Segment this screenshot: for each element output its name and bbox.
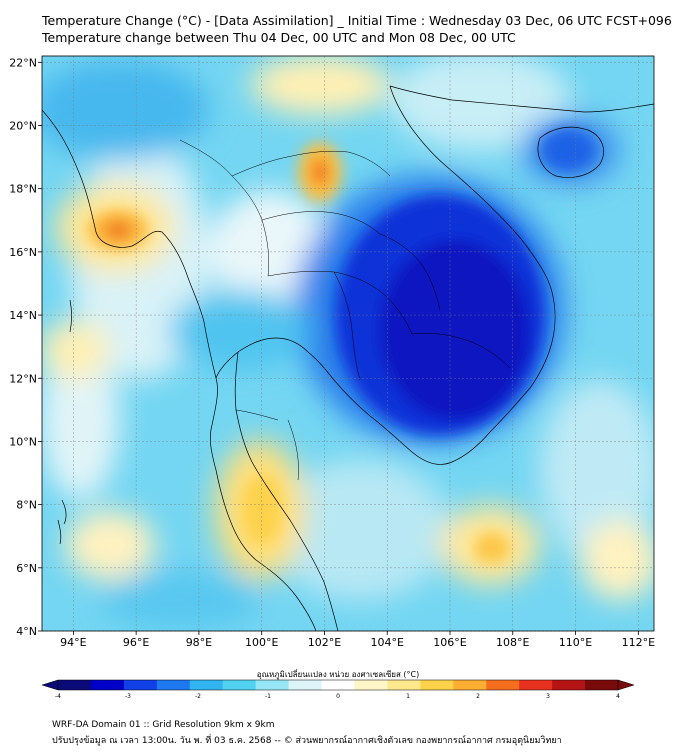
colorbar-tick-label: 2: [476, 693, 480, 700]
y-tick-label: 22°N: [9, 56, 37, 69]
colorbar-segment: [222, 680, 257, 690]
coastlines: [42, 85, 654, 631]
colorbar-tick-label: -4: [55, 693, 61, 700]
heatmap-field: [42, 56, 654, 631]
colorbar-segment: [519, 680, 553, 690]
colorbar-segment: [58, 680, 92, 690]
colorbar-segment: [189, 680, 224, 690]
y-tick-label: 20°N: [9, 120, 37, 133]
colorbar-max-arrow: [617, 679, 635, 691]
colorbar-segment: [288, 680, 323, 690]
colorbar: -4 -3 -2 -1 0 1 2 3 4: [41, 679, 635, 700]
x-tick-label: 102°E: [308, 636, 341, 649]
colorbar-segment: [552, 680, 586, 690]
y-tick-label: 18°N: [9, 183, 37, 196]
colorbar-segment: [156, 680, 191, 690]
chart-title: Temperature Change (°C) - [Data Assimila…: [42, 13, 672, 28]
colorbar-tick-label: 1: [406, 693, 410, 700]
colorbar-tick-label: 4: [616, 693, 620, 700]
colorbar-segment: [123, 680, 158, 690]
colorbar-segment: [486, 680, 520, 690]
x-tick-label: 106°E: [433, 636, 466, 649]
colorbar-tick-label: -3: [125, 693, 131, 700]
colorbar-min-arrow: [41, 679, 59, 691]
colorbar-segment: [354, 680, 388, 690]
x-tick-label: 104°E: [371, 636, 404, 649]
colorbar-tick-label: 3: [546, 693, 550, 700]
map-frame: [41, 55, 655, 632]
colorbar-segment: [321, 680, 355, 690]
y-tick-label: 14°N: [9, 309, 37, 322]
colorbar-segment: [420, 680, 454, 690]
y-tick-label: 16°N: [9, 246, 37, 259]
x-tick-label: 96°E: [123, 636, 149, 649]
colorbar-segment: [255, 680, 290, 690]
colorbar-segment: [585, 680, 619, 690]
colorbar-segment: [453, 680, 487, 690]
y-tick-label: 4°N: [16, 625, 37, 638]
x-tick-label: 98°E: [186, 636, 212, 649]
footer-model-info: WRF-DA Domain 01 :: Grid Resolution 9km …: [52, 720, 275, 730]
colorbar-segment: [387, 680, 421, 690]
colorbar-segment: [90, 680, 125, 690]
colorbar-frame: [57, 679, 619, 691]
colorbar-tick-label: 0: [336, 693, 340, 700]
admin-borders: [179, 139, 511, 481]
x-tick-label: 100°E: [245, 636, 278, 649]
x-tick-label: 94°E: [60, 636, 86, 649]
y-tick-label: 8°N: [16, 499, 37, 512]
y-tick-label: 6°N: [16, 562, 37, 575]
colorbar-label: อุณหภูมิเปลี่ยนแปลง หน่วย องศาเซลเซียส (…: [256, 670, 420, 679]
x-tick-label: 112°E: [622, 636, 655, 649]
footer-credit: ปรับปรุงข้อมูล ณ เวลา 13:00น. วัน พ. ที่…: [52, 736, 562, 746]
colorbar-tick-label: -1: [265, 693, 271, 700]
y-tick-label: 12°N: [9, 372, 37, 385]
y-tick-label: 10°N: [9, 435, 37, 448]
chart-subtitle: Temperature change between Thu 04 Dec, 0…: [42, 30, 516, 45]
colorbar-tick-label: -2: [195, 693, 201, 700]
x-tick-label: 108°E: [496, 636, 529, 649]
axis-ticks: 94°E 96°E 98°E 100°E 102°E 104°E 106°E 108°E 110…: [9, 56, 655, 649]
x-tick-label: 110°E: [559, 636, 592, 649]
